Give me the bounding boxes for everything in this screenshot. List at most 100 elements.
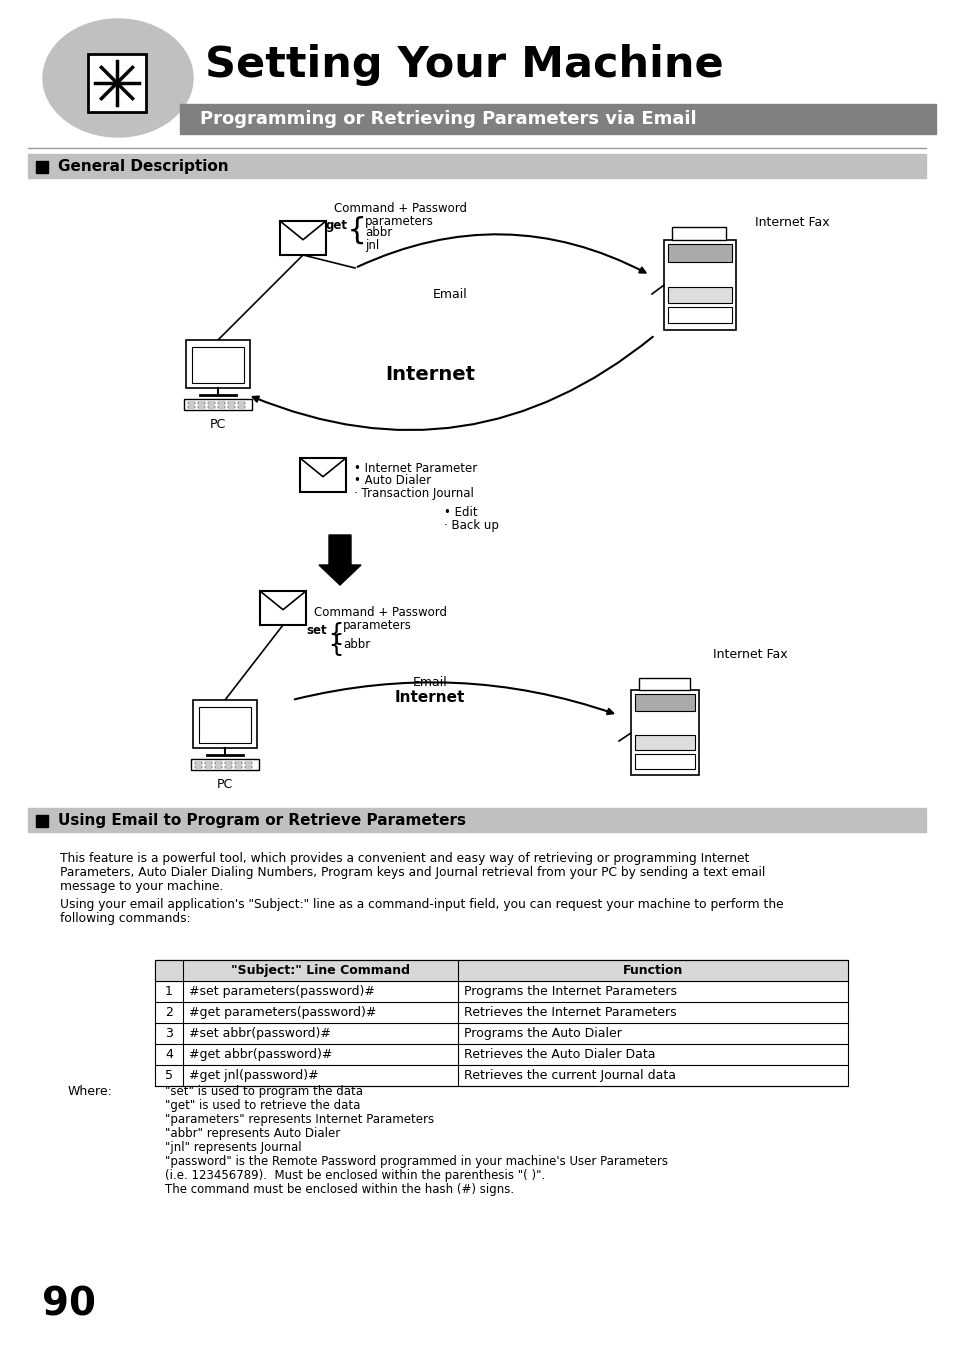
Bar bbox=[635, 754, 695, 769]
Bar bbox=[245, 762, 252, 765]
Bar bbox=[630, 690, 699, 775]
Text: Using your email application's "Subject:" line as a command-input field, you can: Using your email application's "Subject:… bbox=[60, 898, 782, 911]
Bar bbox=[667, 307, 731, 323]
Bar bbox=[260, 590, 306, 626]
FancyArrow shape bbox=[318, 535, 360, 585]
Text: abbr: abbr bbox=[365, 227, 392, 239]
Bar bbox=[225, 766, 232, 767]
Bar bbox=[28, 154, 925, 178]
Bar bbox=[228, 405, 234, 408]
Bar bbox=[184, 399, 252, 409]
Text: Using Email to Program or Retrieve Parameters: Using Email to Program or Retrieve Param… bbox=[58, 812, 465, 828]
Bar bbox=[180, 104, 935, 134]
Bar bbox=[208, 401, 214, 404]
Bar bbox=[28, 808, 925, 832]
Text: • Internet Parameter: • Internet Parameter bbox=[354, 462, 476, 474]
Bar bbox=[635, 694, 695, 711]
Bar bbox=[299, 458, 346, 492]
Text: · Transaction Journal: · Transaction Journal bbox=[354, 488, 474, 500]
Bar bbox=[88, 54, 146, 112]
Bar bbox=[667, 286, 731, 303]
Text: Retrieves the current Journal data: Retrieves the current Journal data bbox=[463, 1069, 676, 1082]
Text: (i.e. 123456789).  Must be enclosed within the parenthesis "( )".: (i.e. 123456789). Must be enclosed withi… bbox=[165, 1169, 545, 1182]
Text: Command + Password: Command + Password bbox=[314, 605, 447, 619]
Text: 5: 5 bbox=[165, 1069, 172, 1082]
Text: #get parameters(password)#: #get parameters(password)# bbox=[189, 1006, 376, 1019]
Text: "get" is used to retrieve the data: "get" is used to retrieve the data bbox=[165, 1098, 360, 1112]
Text: #get jnl(password)#: #get jnl(password)# bbox=[189, 1069, 318, 1082]
Bar bbox=[635, 735, 695, 750]
Text: Parameters, Auto Dialer Dialing Numbers, Program keys and Journal retrieval from: Parameters, Auto Dialer Dialing Numbers,… bbox=[60, 866, 764, 880]
Bar bbox=[667, 245, 731, 262]
Text: 1: 1 bbox=[165, 985, 172, 998]
Text: parameters: parameters bbox=[365, 215, 434, 227]
Text: Programming or Retrieving Parameters via Email: Programming or Retrieving Parameters via… bbox=[200, 109, 696, 128]
Text: Function: Function bbox=[622, 965, 682, 977]
Text: 90: 90 bbox=[42, 1286, 96, 1324]
Text: PC: PC bbox=[216, 778, 233, 792]
Bar bbox=[663, 240, 735, 330]
Bar bbox=[194, 762, 202, 765]
Text: #get abbr(password)#: #get abbr(password)# bbox=[189, 1048, 332, 1061]
Text: {: { bbox=[328, 634, 343, 657]
Bar bbox=[198, 401, 205, 404]
Text: parameters: parameters bbox=[343, 620, 412, 632]
Bar bbox=[188, 405, 194, 408]
Text: get: get bbox=[326, 219, 348, 231]
Text: Retrieves the Auto Dialer Data: Retrieves the Auto Dialer Data bbox=[463, 1048, 655, 1061]
Bar bbox=[188, 401, 194, 404]
Bar bbox=[237, 405, 245, 408]
Text: 3: 3 bbox=[165, 1027, 172, 1040]
Text: General Description: General Description bbox=[58, 158, 229, 173]
Bar bbox=[280, 222, 326, 255]
Text: {: { bbox=[348, 216, 366, 245]
Ellipse shape bbox=[43, 19, 193, 136]
Text: 4: 4 bbox=[165, 1048, 172, 1061]
Text: Internet: Internet bbox=[395, 689, 465, 704]
Bar bbox=[225, 762, 232, 765]
Text: Setting Your Machine: Setting Your Machine bbox=[205, 45, 723, 86]
Bar bbox=[192, 347, 244, 382]
Bar bbox=[205, 762, 212, 765]
Text: jnl: jnl bbox=[365, 239, 379, 251]
Bar bbox=[214, 766, 222, 767]
Text: "Subject:" Line Command: "Subject:" Line Command bbox=[231, 965, 410, 977]
Text: 2: 2 bbox=[165, 1006, 172, 1019]
Bar bbox=[208, 405, 214, 408]
Bar bbox=[228, 401, 234, 404]
Bar bbox=[234, 762, 242, 765]
Bar bbox=[194, 766, 202, 767]
Text: Programs the Auto Dialer: Programs the Auto Dialer bbox=[463, 1027, 621, 1040]
Text: Email: Email bbox=[413, 676, 447, 689]
Text: set: set bbox=[306, 624, 326, 636]
Bar bbox=[36, 815, 48, 827]
Bar bbox=[36, 161, 48, 173]
Text: abbr: abbr bbox=[343, 638, 370, 650]
Bar bbox=[237, 401, 245, 404]
Text: "password" is the Remote Password programmed in your machine's User Parameters: "password" is the Remote Password progra… bbox=[165, 1155, 667, 1169]
Text: #set abbr(password)#: #set abbr(password)# bbox=[189, 1027, 331, 1040]
Bar bbox=[234, 766, 242, 767]
Bar bbox=[154, 961, 847, 1086]
Text: "set" is used to program the data: "set" is used to program the data bbox=[165, 1085, 363, 1098]
Bar bbox=[205, 766, 212, 767]
Bar bbox=[218, 405, 225, 408]
Text: Programs the Internet Parameters: Programs the Internet Parameters bbox=[463, 985, 677, 998]
Text: message to your machine.: message to your machine. bbox=[60, 880, 223, 893]
Text: following commands:: following commands: bbox=[60, 912, 191, 925]
Bar bbox=[245, 766, 252, 767]
Bar bbox=[639, 678, 689, 690]
Text: PC: PC bbox=[210, 419, 226, 431]
Text: · Back up: · Back up bbox=[443, 519, 498, 531]
Bar bbox=[186, 340, 250, 388]
Text: Command + Password: Command + Password bbox=[334, 201, 467, 215]
Bar bbox=[198, 405, 205, 408]
Text: "jnl" represents Journal: "jnl" represents Journal bbox=[165, 1142, 301, 1154]
Text: Where:: Where: bbox=[68, 1085, 112, 1098]
Text: Email: Email bbox=[432, 289, 467, 301]
Bar bbox=[154, 961, 847, 981]
Text: The command must be enclosed within the hash (#) signs.: The command must be enclosed within the … bbox=[165, 1183, 514, 1196]
Bar bbox=[191, 759, 258, 770]
Text: #set parameters(password)#: #set parameters(password)# bbox=[189, 985, 375, 998]
Bar bbox=[671, 227, 725, 240]
